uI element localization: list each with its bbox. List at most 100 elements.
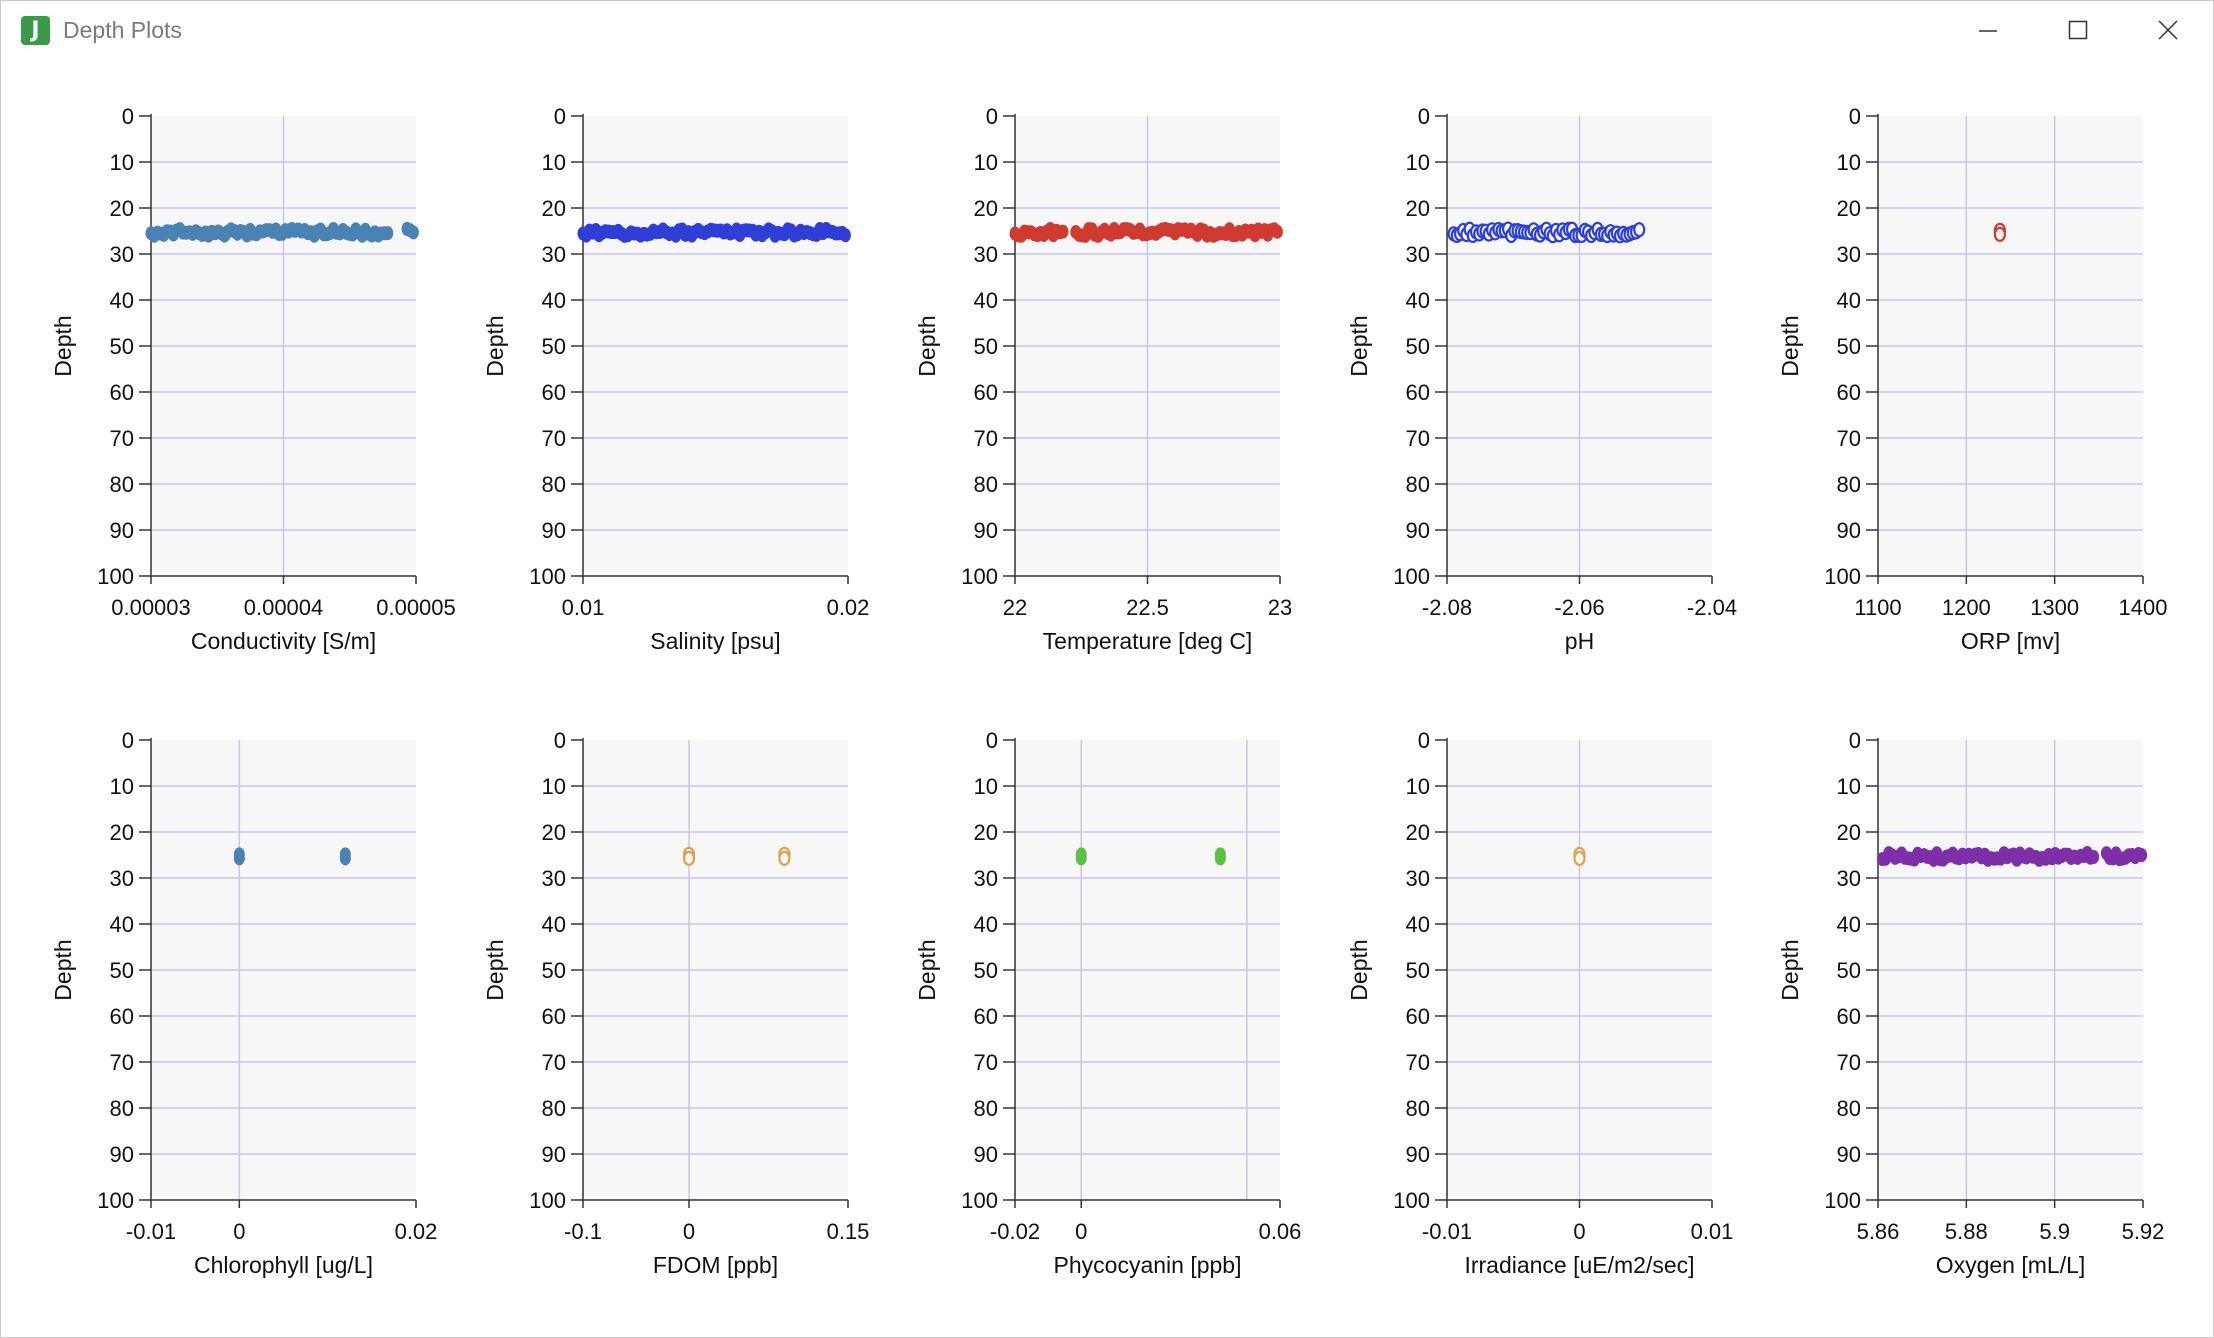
y-tick-label: 100: [1824, 564, 1861, 589]
x-tick-label: 5.86: [1857, 1219, 1900, 1244]
close-button[interactable]: [2123, 1, 2213, 59]
data-point: [1633, 222, 1646, 238]
y-tick-label: 0: [554, 104, 566, 129]
x-tick-label: 22.5: [1126, 595, 1169, 620]
x-tick-label: 0: [233, 1219, 245, 1244]
x-tick-label: 1400: [2119, 595, 2168, 620]
y-tick-label: 80: [542, 472, 566, 497]
depth-plot-4: 0 10 20 30 40 50 60 70 80 90 100 -2.08 -2.06 -2.04 pH D…: [1346, 104, 1737, 654]
y-tick-label: 50: [1837, 334, 1861, 359]
y-tick-label: 80: [110, 472, 134, 497]
y-tick-label: 100: [961, 564, 998, 589]
x-axis-label: Chlorophyll [ug/L]: [194, 1252, 373, 1278]
y-tick-label: 50: [974, 334, 998, 359]
window-title: Depth Plots: [63, 17, 182, 43]
title-bar[interactable]: J Depth Plots: [1, 1, 2213, 59]
y-tick-label: 30: [1837, 242, 1861, 267]
y-tick-label: 30: [542, 242, 566, 267]
maximize-icon: [2068, 20, 2088, 40]
y-tick-label: 80: [1406, 1096, 1430, 1121]
y-axis-label: Depth: [1777, 939, 1803, 1000]
y-tick-label: 70: [1406, 1050, 1430, 1075]
depth-plot-7: 0 10 20 30 40 50 60 70 80 90 100 -0.1 0 0.15 FDOM [ppb…: [482, 728, 869, 1278]
y-tick-label: 100: [97, 564, 134, 589]
y-tick-label: 40: [974, 912, 998, 937]
y-axis-label: Depth: [50, 939, 76, 1000]
x-tick-label: 0: [1075, 1219, 1087, 1244]
y-tick-label: 90: [110, 518, 134, 543]
x-tick-label: 1100: [1854, 595, 1901, 620]
y-tick-label: 90: [1837, 1142, 1861, 1167]
y-tick-label: 0: [1849, 104, 1861, 129]
y-tick-label: 90: [110, 1142, 134, 1167]
y-tick-label: 60: [974, 380, 998, 405]
y-tick-label: 10: [974, 150, 998, 175]
y-tick-label: 40: [110, 288, 134, 313]
data-point: [682, 850, 696, 866]
x-tick-label: 0.00005: [376, 595, 456, 620]
x-axis-label: Salinity [psu]: [650, 628, 780, 654]
data-point: [339, 851, 351, 866]
y-tick-label: 100: [1393, 1188, 1430, 1213]
y-tick-label: 80: [1837, 1096, 1861, 1121]
data-point: [407, 225, 419, 240]
data-series: [1993, 222, 2007, 242]
y-tick-label: 0: [986, 728, 998, 753]
y-tick-label: 70: [974, 426, 998, 451]
x-axis-label: pH: [1565, 628, 1594, 654]
app-logo-icon: J: [21, 16, 50, 45]
depth-plot-5: 0 10 20 30 40 50 60 70 80 90 100 1100 1200 1300 1400 OR…: [1777, 104, 2167, 654]
y-tick-label: 20: [974, 196, 998, 221]
data-series: [1876, 846, 2148, 867]
y-tick-label: 20: [110, 820, 134, 845]
x-tick-label: 0.15: [827, 1219, 870, 1244]
y-tick-label: 40: [974, 288, 998, 313]
y-tick-label: 10: [110, 774, 134, 799]
y-axis-label: Depth: [1346, 939, 1372, 1000]
depth-plot-2: 0 10 20 30 40 50 60 70 80 90 100 0.01 0.02 Salinity […: [482, 104, 869, 654]
y-tick-label: 90: [1406, 1142, 1430, 1167]
y-axis-label: Depth: [914, 939, 940, 1000]
minimize-button[interactable]: [1943, 1, 2033, 59]
x-tick-label: 1300: [2030, 595, 2079, 620]
x-tick-label: 0: [683, 1219, 695, 1244]
y-tick-label: 40: [542, 912, 566, 937]
x-tick-label: -2.04: [1687, 595, 1737, 620]
y-tick-label: 20: [542, 820, 566, 845]
y-tick-label: 0: [554, 728, 566, 753]
x-tick-label: 0: [1573, 1219, 1585, 1244]
y-tick-label: 100: [529, 564, 566, 589]
data-point: [778, 850, 791, 866]
y-tick-label: 80: [974, 472, 998, 497]
y-tick-label: 70: [110, 426, 134, 451]
y-tick-label: 80: [1837, 472, 1861, 497]
y-axis-label: Depth: [914, 315, 940, 376]
y-tick-label: 80: [1406, 472, 1430, 497]
y-tick-label: 60: [110, 380, 134, 405]
x-tick-label: -0.01: [1422, 1219, 1472, 1244]
data-series: [1009, 221, 1283, 243]
y-tick-label: 100: [97, 1188, 134, 1213]
y-tick-label: 70: [1837, 426, 1861, 451]
data-series: [1573, 846, 1586, 866]
maximize-button[interactable]: [2033, 1, 2123, 59]
data-point: [839, 228, 851, 243]
y-tick-label: 60: [542, 380, 566, 405]
y-tick-label: 90: [1837, 518, 1861, 543]
x-axis-label: Phycocyanin [ppb]: [1054, 1252, 1242, 1278]
y-tick-label: 10: [974, 774, 998, 799]
y-tick-label: 50: [542, 958, 566, 983]
data-point: [2088, 849, 2100, 864]
y-tick-label: 20: [1837, 196, 1861, 221]
y-tick-label: 30: [542, 866, 566, 891]
y-tick-label: 100: [961, 1188, 998, 1213]
y-tick-label: 50: [542, 334, 566, 359]
y-tick-label: 60: [1837, 380, 1861, 405]
y-tick-label: 90: [974, 518, 998, 543]
y-tick-label: 10: [542, 774, 566, 799]
x-axis-label: Conductivity [S/m]: [191, 628, 376, 654]
y-tick-label: 30: [1406, 242, 1430, 267]
y-tick-label: 60: [1406, 1004, 1430, 1029]
